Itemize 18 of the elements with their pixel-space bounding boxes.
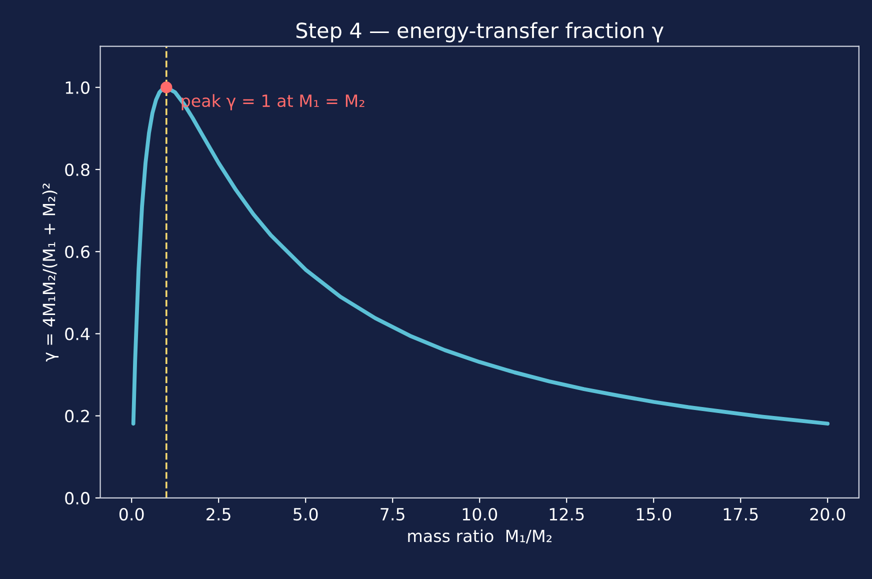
x-tick-label: 7.5 — [380, 508, 404, 521]
y-axis-title: γ = 4M₁M₂/(M₁ + M₂)² — [42, 184, 58, 362]
x-tick-label: 20.0 — [810, 508, 846, 521]
x-tick-label: 0.0 — [119, 508, 144, 521]
y-tick-label: 0.0 — [65, 492, 90, 505]
y-tick-label: 0.8 — [65, 163, 90, 176]
y-tick-label: 1.0 — [66, 81, 90, 94]
x-tick-label: 15.0 — [636, 508, 672, 521]
x-axis-title: mass ratio M₁/M₂ — [408, 529, 552, 544]
x-tick-label: 5.0 — [294, 508, 318, 521]
x-tick-label: 12.5 — [550, 508, 584, 521]
x-tick-label: 2.5 — [206, 508, 230, 521]
x-tick-label: 17.5 — [724, 508, 758, 521]
y-tick-label: 0.4 — [65, 328, 90, 340]
x-tick-label: 10.0 — [462, 508, 498, 521]
y-tick-label: 0.2 — [65, 410, 89, 422]
y-tick-label: 0.6 — [65, 246, 90, 258]
chart-title: Step 4 — energy-transfer fraction γ — [296, 22, 664, 42]
